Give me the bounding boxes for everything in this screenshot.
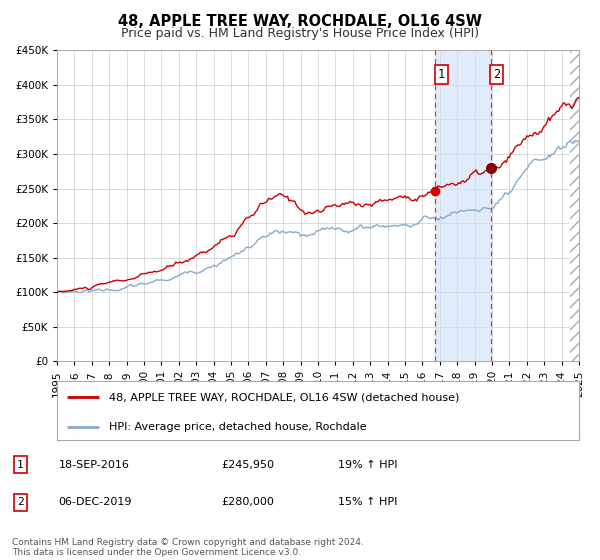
Text: £280,000: £280,000 [221,497,274,507]
Bar [435,50,491,361]
Text: 48, APPLE TREE WAY, ROCHDALE, OL16 4SW (detached house): 48, APPLE TREE WAY, ROCHDALE, OL16 4SW (… [109,392,460,402]
Text: 1: 1 [17,460,24,470]
Text: 2: 2 [493,68,500,81]
Bar [570,50,579,361]
Text: 2: 2 [17,497,24,507]
Text: Price paid vs. HM Land Registry's House Price Index (HPI): Price paid vs. HM Land Registry's House … [121,27,479,40]
Text: 48, APPLE TREE WAY, ROCHDALE, OL16 4SW: 48, APPLE TREE WAY, ROCHDALE, OL16 4SW [118,14,482,29]
Text: HPI: Average price, detached house, Rochdale: HPI: Average price, detached house, Roch… [109,422,367,432]
Text: Contains HM Land Registry data © Crown copyright and database right 2024.
This d: Contains HM Land Registry data © Crown c… [12,538,364,557]
Bar [570,50,579,361]
Text: 06-DEC-2019: 06-DEC-2019 [58,497,132,507]
Text: 18-SEP-2016: 18-SEP-2016 [58,460,129,470]
Text: 1: 1 [437,68,445,81]
Text: £245,950: £245,950 [221,460,274,470]
Text: 15% ↑ HPI: 15% ↑ HPI [338,497,397,507]
Text: 19% ↑ HPI: 19% ↑ HPI [338,460,397,470]
